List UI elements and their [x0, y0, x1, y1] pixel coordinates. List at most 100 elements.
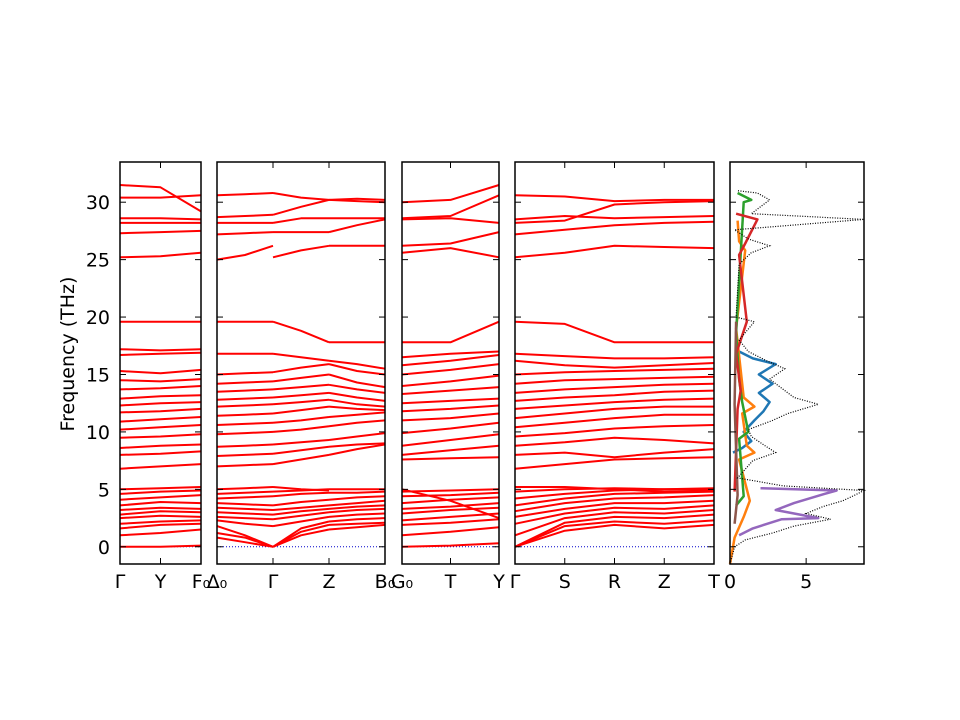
band-line	[216, 421, 274, 426]
band-line	[272, 383, 330, 391]
y-axis-label: Frequency (THz)	[57, 277, 79, 432]
x-tick-label: R	[608, 571, 621, 593]
band-line	[401, 496, 500, 505]
x-tick-label: Z	[658, 571, 671, 593]
band-line	[514, 382, 715, 394]
band-line	[401, 421, 500, 435]
band-line	[514, 424, 715, 438]
band-line	[514, 405, 714, 420]
band-line	[272, 520, 330, 548]
y-tick-label: 25	[86, 250, 110, 272]
band-line	[119, 501, 202, 507]
band-line	[119, 489, 202, 495]
band-line	[328, 517, 386, 523]
band-line	[328, 411, 386, 418]
band-line	[216, 231, 274, 236]
band-line	[328, 197, 386, 201]
band-line	[328, 218, 386, 234]
band-line	[514, 375, 715, 385]
band-line	[216, 371, 274, 376]
band-line	[401, 350, 500, 359]
band-line	[119, 443, 202, 449]
dos-x-tick-label: 0	[724, 571, 736, 593]
band-line	[328, 432, 386, 441]
band-line	[272, 515, 330, 528]
band-line	[401, 217, 500, 224]
band-line	[514, 436, 715, 447]
band-line	[119, 486, 202, 491]
band-line	[328, 443, 386, 456]
band-line	[328, 504, 386, 510]
band-line	[514, 215, 715, 221]
band-line	[119, 463, 202, 470]
band-line	[272, 416, 330, 424]
band-line	[401, 184, 500, 204]
band-line	[514, 494, 715, 513]
band-line	[272, 504, 330, 511]
band-line	[514, 413, 714, 429]
panel-frame	[216, 161, 386, 565]
band-line	[216, 486, 274, 491]
band-line	[216, 403, 274, 408]
band-line	[272, 439, 330, 446]
x-tick-label: S	[559, 571, 571, 593]
band-line	[272, 373, 330, 383]
band-line	[272, 198, 330, 216]
band-line	[401, 456, 500, 461]
band-line	[119, 522, 202, 530]
band-line	[328, 495, 386, 501]
band-line	[401, 542, 500, 548]
band-line	[401, 491, 500, 498]
band-line	[402, 320, 500, 344]
band-line	[119, 494, 202, 501]
dos-total-line	[729, 190, 867, 565]
band-line	[272, 217, 329, 224]
y-tick-label: 30	[86, 192, 110, 214]
band-line	[119, 506, 202, 511]
band-line	[401, 354, 500, 367]
dos-partial-line	[728, 220, 756, 565]
band-line	[216, 495, 274, 500]
band-line	[328, 419, 386, 428]
band-line	[328, 442, 386, 448]
band-line	[401, 231, 500, 247]
band-line	[328, 373, 386, 389]
band-line	[514, 490, 715, 507]
band-panel-1: Γ Y F₀ 0 5 10 15 20 25 30	[86, 161, 210, 593]
band-line	[514, 367, 715, 376]
dos-frame	[729, 161, 865, 565]
band-line	[216, 502, 274, 507]
band-line	[119, 416, 202, 423]
band-line	[401, 386, 500, 395]
band-line	[119, 401, 202, 407]
band-line	[119, 385, 202, 391]
band-line	[216, 536, 274, 548]
band-line	[401, 488, 500, 520]
band-line	[514, 513, 715, 548]
band-line	[401, 412, 500, 422]
x-tick-label: Z	[322, 571, 335, 593]
band-line	[328, 359, 386, 370]
band-line	[216, 430, 274, 436]
band-line	[216, 244, 274, 261]
band-line	[119, 251, 202, 259]
dos-partial-line	[732, 350, 777, 454]
band-line	[216, 412, 274, 417]
x-tick-label: T	[707, 571, 720, 593]
y-tick-label: 0	[98, 537, 110, 559]
band-line	[216, 525, 274, 548]
band-line	[216, 490, 274, 495]
band-line	[272, 486, 330, 492]
y-tick-label: 10	[86, 422, 110, 444]
band-line	[514, 519, 715, 548]
band-line	[216, 396, 274, 401]
band-line	[119, 510, 202, 516]
dos-x-tick-label: 5	[800, 571, 812, 593]
band-line	[514, 359, 715, 369]
band-line	[119, 229, 202, 235]
band-line	[514, 504, 715, 525]
band-line	[272, 498, 330, 507]
band-line	[216, 506, 274, 511]
x-tick-label: Y	[154, 571, 167, 593]
